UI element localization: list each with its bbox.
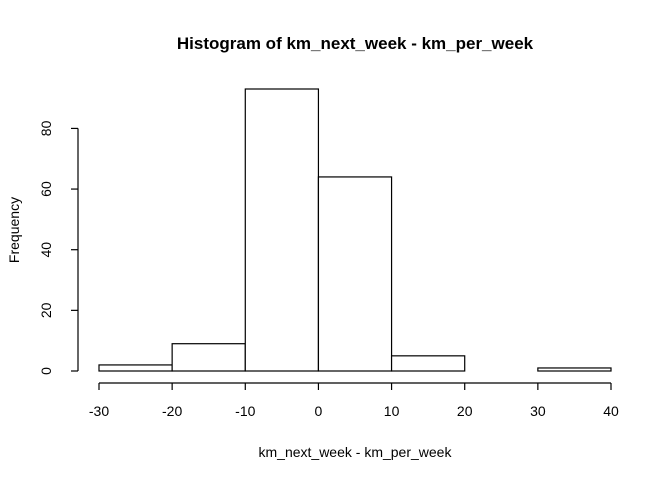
histogram-bar xyxy=(244,88,320,372)
x-axis-label: km_next_week - km_per_week xyxy=(259,444,453,460)
histogram-bar xyxy=(98,364,173,372)
y-tick-label: 60 xyxy=(38,181,54,197)
x-tick-label: -30 xyxy=(89,403,109,419)
x-axis: -30 -20 -10 0 10 20 30 40 xyxy=(89,382,619,419)
histogram-bar xyxy=(317,176,393,372)
y-tick-label: 80 xyxy=(38,120,54,136)
histogram-bar xyxy=(537,367,612,372)
x-tick-label: 0 xyxy=(315,403,323,419)
y-tick-label: 20 xyxy=(38,302,54,318)
x-tick-label: 20 xyxy=(457,403,473,419)
x-tick-label: 40 xyxy=(603,403,619,419)
histogram-bar xyxy=(171,343,246,372)
x-tick-label: 30 xyxy=(530,403,546,419)
x-tick-label: 10 xyxy=(384,403,400,419)
y-tick-label: 0 xyxy=(38,367,54,375)
bars-group xyxy=(98,88,612,372)
histogram-bar xyxy=(390,355,466,372)
y-tick-label: 40 xyxy=(38,242,54,258)
x-tick-label: -20 xyxy=(162,403,182,419)
y-axis: 0 20 40 60 80 xyxy=(38,120,79,375)
x-tick-label: -10 xyxy=(235,403,255,419)
chart-title: Histogram of km_next_week - km_per_week xyxy=(177,34,534,53)
y-axis-label: Frequency xyxy=(6,197,22,263)
